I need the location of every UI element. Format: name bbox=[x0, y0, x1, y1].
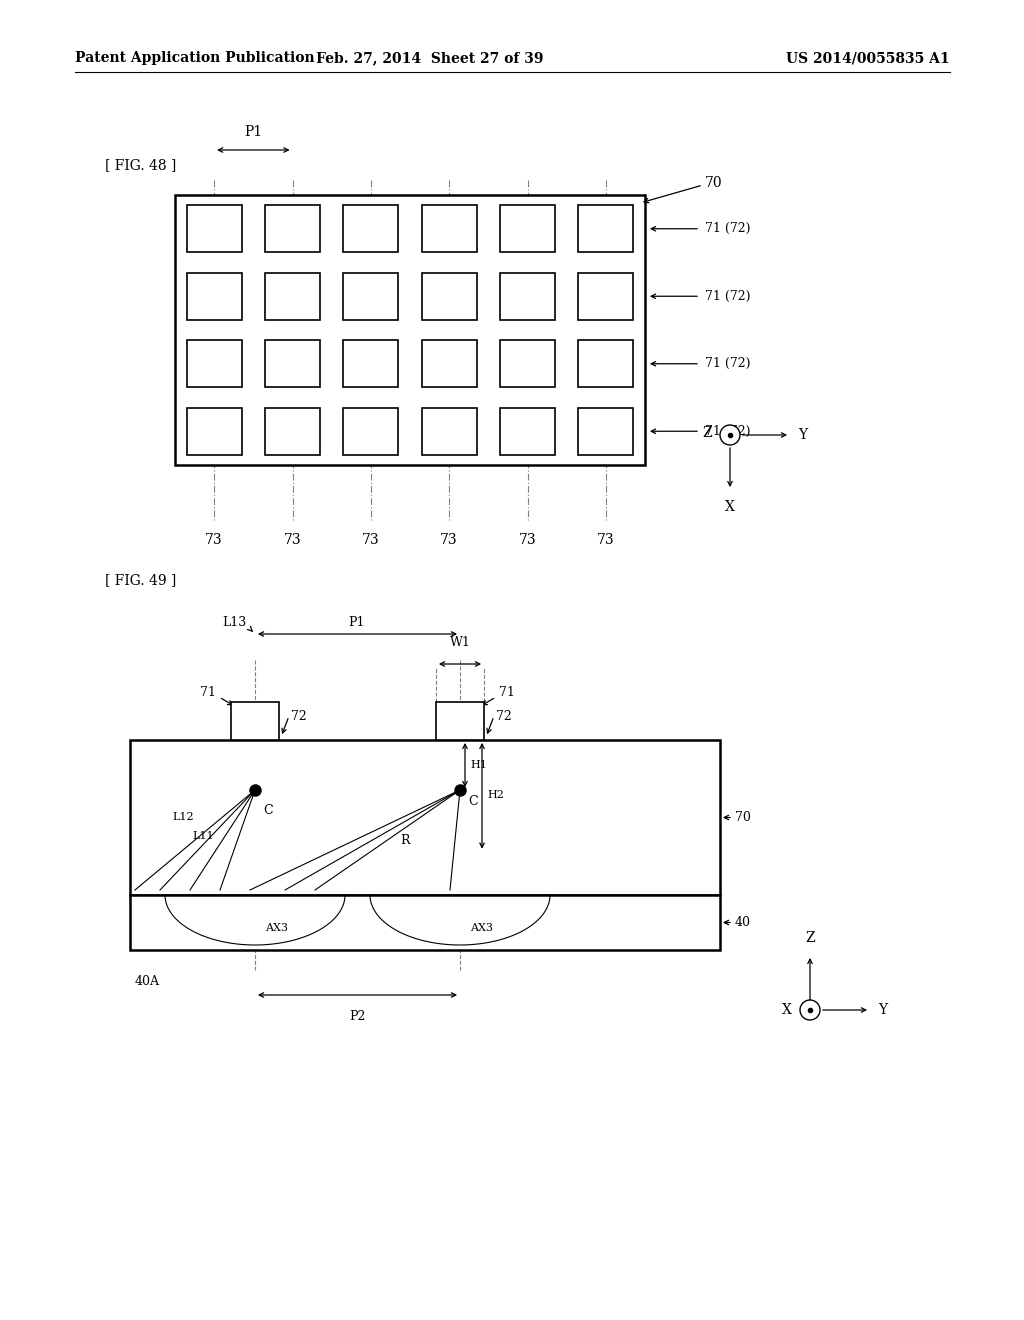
Bar bbox=[265, 273, 319, 319]
Text: [ FIG. 48 ]: [ FIG. 48 ] bbox=[105, 158, 176, 172]
Bar bbox=[579, 408, 633, 455]
Text: 71: 71 bbox=[499, 685, 515, 698]
Text: 70: 70 bbox=[735, 810, 751, 824]
Text: 73: 73 bbox=[284, 533, 301, 546]
Bar bbox=[175, 195, 645, 465]
Bar bbox=[500, 205, 555, 252]
Text: 73: 73 bbox=[362, 533, 380, 546]
Text: 40A: 40A bbox=[135, 975, 160, 987]
Text: 71 (72): 71 (72) bbox=[705, 358, 751, 370]
Bar bbox=[130, 895, 720, 950]
Text: 71 (72): 71 (72) bbox=[705, 290, 751, 302]
Bar bbox=[130, 741, 720, 895]
Text: C: C bbox=[468, 795, 477, 808]
Bar bbox=[422, 341, 476, 387]
Bar bbox=[186, 205, 242, 252]
Text: C: C bbox=[263, 804, 272, 817]
Text: [ FIG. 49 ]: [ FIG. 49 ] bbox=[105, 573, 176, 587]
Text: P2: P2 bbox=[349, 1010, 366, 1023]
Text: L13: L13 bbox=[223, 615, 247, 628]
Text: Y: Y bbox=[798, 428, 807, 442]
Bar bbox=[422, 205, 476, 252]
Text: 71 (72): 71 (72) bbox=[705, 222, 751, 235]
Text: 40: 40 bbox=[735, 916, 751, 929]
Text: 73: 73 bbox=[597, 533, 614, 546]
Text: 73: 73 bbox=[519, 533, 537, 546]
Text: Z: Z bbox=[805, 931, 815, 945]
Bar bbox=[130, 741, 720, 895]
Text: P1: P1 bbox=[349, 616, 366, 630]
Text: Y: Y bbox=[878, 1003, 887, 1016]
Bar bbox=[265, 408, 319, 455]
Text: Feb. 27, 2014  Sheet 27 of 39: Feb. 27, 2014 Sheet 27 of 39 bbox=[316, 51, 544, 65]
Bar bbox=[343, 205, 398, 252]
Bar bbox=[579, 205, 633, 252]
Bar bbox=[265, 205, 319, 252]
Text: AX3: AX3 bbox=[265, 923, 288, 933]
Circle shape bbox=[720, 425, 740, 445]
Bar bbox=[265, 341, 319, 387]
Bar bbox=[186, 273, 242, 319]
Text: Z: Z bbox=[702, 426, 712, 440]
Bar bbox=[186, 341, 242, 387]
Text: W1: W1 bbox=[450, 636, 470, 649]
Text: 71 (72): 71 (72) bbox=[705, 425, 751, 438]
Text: US 2014/0055835 A1: US 2014/0055835 A1 bbox=[786, 51, 950, 65]
Bar bbox=[186, 408, 242, 455]
Text: R: R bbox=[400, 834, 410, 847]
Text: X: X bbox=[725, 500, 735, 513]
Circle shape bbox=[800, 1001, 820, 1020]
Text: Patent Application Publication: Patent Application Publication bbox=[75, 51, 314, 65]
Bar bbox=[500, 341, 555, 387]
Text: AX3: AX3 bbox=[470, 923, 493, 933]
Bar bbox=[130, 895, 720, 950]
Text: 73: 73 bbox=[206, 533, 223, 546]
Text: 72: 72 bbox=[496, 710, 512, 722]
Text: 70: 70 bbox=[705, 176, 723, 190]
Text: X: X bbox=[782, 1003, 792, 1016]
Bar bbox=[231, 702, 279, 741]
Bar bbox=[343, 408, 398, 455]
Text: H1: H1 bbox=[470, 760, 486, 770]
Bar bbox=[343, 341, 398, 387]
Bar bbox=[500, 273, 555, 319]
Text: P1: P1 bbox=[245, 125, 262, 139]
Bar bbox=[579, 273, 633, 319]
Bar bbox=[500, 408, 555, 455]
Text: 72: 72 bbox=[291, 710, 307, 722]
Text: 73: 73 bbox=[440, 533, 458, 546]
Bar bbox=[579, 341, 633, 387]
Bar bbox=[343, 273, 398, 319]
Text: L11: L11 bbox=[193, 832, 214, 841]
Text: 71: 71 bbox=[200, 685, 216, 698]
Bar bbox=[422, 273, 476, 319]
Text: L12: L12 bbox=[172, 813, 194, 822]
Bar bbox=[422, 408, 476, 455]
Text: H2: H2 bbox=[487, 789, 504, 800]
Bar bbox=[436, 702, 484, 741]
